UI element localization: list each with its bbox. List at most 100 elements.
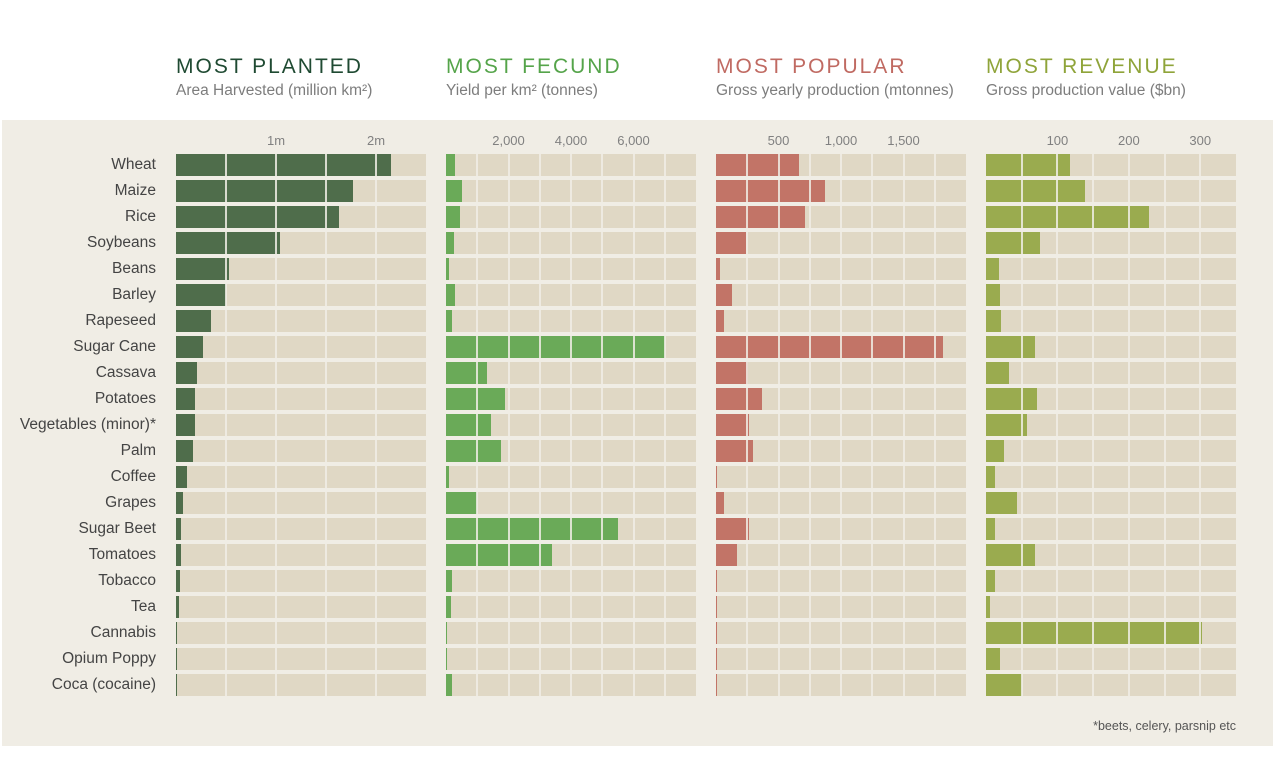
gridline-minor: [1020, 622, 1023, 644]
gridline: [1199, 232, 1202, 254]
gridline: [777, 674, 780, 696]
gridline: [902, 544, 905, 566]
gridline-minor: [601, 310, 604, 332]
bar-popular: [716, 570, 717, 592]
gridline: [902, 258, 905, 280]
gridline-minor: [1163, 206, 1166, 228]
gridline-minor: [1092, 284, 1095, 306]
bar-track: [986, 180, 1236, 202]
bar-popular: [716, 310, 725, 332]
gridline-minor: [1092, 154, 1095, 176]
gridline-minor: [325, 154, 327, 176]
bar-fecund: [446, 258, 449, 280]
bar-popular: [716, 336, 943, 358]
gridline-minor: [663, 622, 666, 644]
bar-revenue: [986, 674, 1023, 696]
bar-track: [446, 622, 696, 644]
gridline: [507, 622, 510, 644]
bar-popular: [716, 362, 748, 384]
gridline: [275, 492, 277, 514]
gridline-minor: [325, 206, 327, 228]
gridline-minor: [476, 206, 479, 228]
bar-popular: [716, 206, 806, 228]
gridline-minor: [871, 284, 874, 306]
gridline: [1127, 284, 1130, 306]
gridline: [840, 466, 842, 488]
bar-track: [446, 180, 696, 202]
gridline-minor: [1163, 440, 1166, 462]
gridline: [275, 674, 277, 696]
bar-fecund: [446, 362, 487, 384]
bar-revenue: [986, 492, 1018, 514]
gridline-minor: [225, 596, 227, 618]
bar-track: [176, 154, 426, 176]
tick-label: 500: [767, 133, 790, 148]
bar-track: [716, 206, 966, 228]
bar-track: [176, 518, 426, 540]
gridline-minor: [1092, 466, 1095, 488]
footnote: *beets, celery, parsnip etc: [1093, 719, 1236, 733]
gridline-minor: [808, 388, 811, 410]
bar-fecund: [446, 518, 618, 540]
bar-fecund: [446, 388, 506, 410]
gridline: [777, 544, 780, 566]
bar-track: [986, 518, 1236, 540]
gridline-minor: [476, 284, 479, 306]
gridline-minor: [476, 518, 479, 540]
bar-fecund: [446, 180, 462, 202]
gridline: [375, 648, 377, 670]
bar-track: [716, 544, 966, 566]
gridline-minor: [663, 180, 666, 202]
gridline: [1199, 674, 1202, 696]
gridline-minor: [808, 206, 811, 228]
bar-track: [446, 544, 696, 566]
gridline: [375, 154, 377, 176]
gridline: [1056, 544, 1059, 566]
gridline: [507, 466, 510, 488]
gridline-minor: [933, 544, 936, 566]
bar-track: [986, 206, 1236, 228]
bar-popular: [716, 674, 717, 696]
gridline-minor: [601, 258, 604, 280]
gridline-minor: [1020, 154, 1023, 176]
gridline-minor: [1092, 518, 1095, 540]
gridline: [840, 570, 842, 592]
gridline: [777, 570, 780, 592]
bar-fecund: [446, 492, 478, 514]
gridline-minor: [746, 466, 749, 488]
gridline-minor: [663, 518, 666, 540]
bar-track: [446, 440, 696, 462]
row-label: Coffee: [110, 468, 156, 485]
gridline: [507, 518, 510, 540]
gridline-minor: [476, 648, 479, 670]
gridline-minor: [1092, 674, 1095, 696]
gridline: [1056, 180, 1059, 202]
gridline: [1127, 544, 1130, 566]
gridline-minor: [1092, 570, 1095, 592]
gridline: [275, 206, 277, 228]
gridline: [840, 206, 842, 228]
gridline: [777, 622, 780, 644]
bar-track: [176, 258, 426, 280]
gridline: [840, 388, 842, 410]
bar-track: [446, 492, 696, 514]
gridline-minor: [538, 388, 541, 410]
gridline-minor: [225, 544, 227, 566]
bar-track: [446, 154, 696, 176]
gridline-minor: [538, 180, 541, 202]
gridline: [777, 180, 780, 202]
gridline: [275, 310, 277, 332]
gridline-minor: [1020, 362, 1023, 384]
gridline: [1127, 258, 1130, 280]
bar-planted: [176, 596, 179, 618]
gridline: [507, 414, 510, 436]
gridline: [902, 440, 905, 462]
bar-popular: [716, 544, 737, 566]
gridline-minor: [746, 440, 749, 462]
gridline-minor: [225, 674, 227, 696]
gridline: [902, 492, 905, 514]
gridline-minor: [663, 388, 666, 410]
gridline: [632, 310, 635, 332]
gridline-minor: [1092, 336, 1095, 358]
gridline-minor: [538, 206, 541, 228]
